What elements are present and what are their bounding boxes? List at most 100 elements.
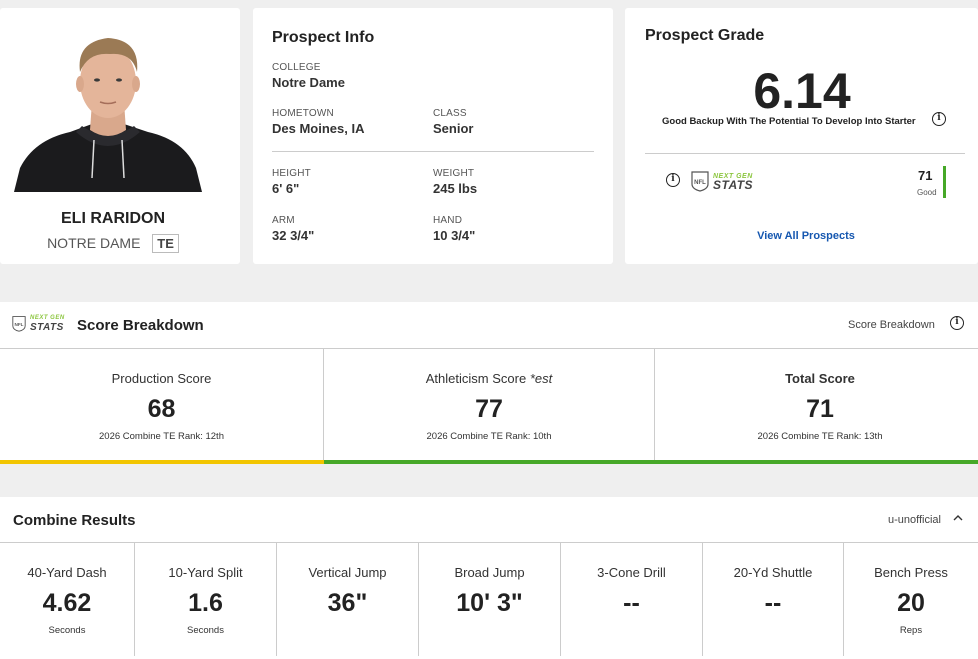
drill-40-yard-dash: 40-Yard Dash 4.62 Seconds	[0, 543, 134, 659]
drill-value: 36"	[327, 589, 368, 617]
drill-value: --	[764, 589, 782, 617]
drill-3-cone: 3-Cone Drill --	[561, 543, 702, 659]
drill-label: 40-Yard Dash	[27, 565, 107, 580]
college-value: Notre Dame	[272, 75, 345, 90]
combine-column-divider	[843, 543, 844, 656]
ngs-score-bar	[943, 166, 946, 198]
class-value: Senior	[433, 121, 474, 136]
ngs-logo-top: NEXT GEN	[30, 315, 65, 321]
score-breakdown-title: Score Breakdown	[77, 317, 204, 334]
position-badge: TE	[152, 234, 179, 253]
weight-value: 245 lbs	[433, 181, 478, 196]
hand-value: 10 3/4"	[433, 228, 476, 243]
combine-results-section: Combine Results u-unofficial 40-Yard Das…	[0, 497, 978, 659]
score-breakdown-info-icon[interactable]: i	[950, 316, 964, 330]
drill-label: 20-Yd Shuttle	[733, 565, 813, 580]
drill-20-yd-shuttle: 20-Yd Shuttle --	[703, 543, 843, 659]
drill-label: Bench Press	[874, 565, 948, 580]
ngs-logo-top: NEXT GEN	[713, 173, 753, 180]
drill-value: 1.6	[188, 589, 223, 617]
arm-label: ARM	[272, 215, 295, 226]
ngs-logo-bottom: STATS	[30, 322, 64, 333]
drill-label: Broad Jump	[454, 565, 525, 580]
production-score-value: 68	[147, 395, 176, 423]
drill-unit: Seconds	[48, 625, 86, 636]
drill-value: 10' 3"	[456, 589, 523, 617]
drill-value: 20	[897, 589, 925, 617]
ngs-logo-bottom: STATS	[713, 178, 754, 192]
score-breakdown-right-label: Score Breakdown	[848, 319, 935, 331]
arm-value: 32 3/4"	[272, 228, 315, 243]
drill-vertical-jump: Vertical Jump 36"	[277, 543, 418, 659]
athleticism-score-rank: 2026 Combine TE Rank: 10th	[426, 431, 552, 442]
class-label: CLASS	[433, 108, 467, 119]
weight-label: WEIGHT	[433, 168, 475, 179]
combine-column-divider	[418, 543, 419, 656]
grade-info-icon[interactable]: i	[932, 112, 946, 126]
svg-text:NFL: NFL	[15, 321, 24, 326]
combine-header-divider	[0, 542, 978, 543]
player-school: NOTRE DAME	[47, 235, 141, 251]
ngs-logo: NFL NEXT GEN STATS	[691, 170, 753, 192]
drill-value: --	[623, 589, 640, 617]
combine-column-divider	[702, 543, 703, 656]
athleticism-score-bar	[324, 460, 978, 464]
grade-value: 6.14	[753, 63, 851, 119]
total-score-rank: 2026 Combine TE Rank: 13th	[757, 431, 883, 442]
height-value: 6' 6"	[272, 181, 300, 196]
nfl-shield-icon: NFL	[691, 171, 709, 192]
combine-column-divider	[560, 543, 561, 656]
total-score: Total Score 71 2026 Combine TE Rank: 13t…	[655, 349, 978, 462]
score-column-divider	[654, 349, 655, 462]
view-all-prospects-link[interactable]: View All Prospects	[757, 230, 855, 242]
athleticism-score: Athleticism Score *est 77 2026 Combine T…	[324, 349, 654, 462]
prospect-grade-title: Prospect Grade	[645, 27, 765, 44]
production-score-label: Production Score	[111, 371, 212, 386]
prospect-grade-card: Prospect Grade 6.14 Good Backup With The…	[625, 8, 978, 264]
svg-text:NFL: NFL	[694, 180, 706, 186]
combine-results-title: Combine Results	[13, 512, 136, 529]
player-card: ELI RARIDON NOTRE DAME TE	[0, 8, 240, 264]
drill-label: 10-Yard Split	[168, 565, 243, 580]
grade-divider	[645, 153, 965, 154]
drill-10-yard-split: 10-Yard Split 1.6 Seconds	[135, 543, 276, 659]
ngs-score-label: Good	[917, 188, 937, 197]
drill-broad-jump: Broad Jump 10' 3"	[419, 543, 560, 659]
athleticism-score-label: Athleticism Score *est	[425, 371, 553, 386]
score-breakdown-section: NFL NEXT GEN STATS Score Breakdown Score…	[0, 302, 978, 464]
height-label: HEIGHT	[272, 168, 311, 179]
player-headshot-image	[14, 38, 202, 192]
total-score-label: Total Score	[785, 371, 855, 386]
score-column-divider	[323, 349, 324, 462]
player-photo	[14, 28, 202, 192]
combine-column-divider	[276, 543, 277, 656]
total-score-value: 71	[806, 395, 834, 423]
ngs-logo-small: NFL NEXT GEN STATS	[12, 314, 65, 333]
athleticism-score-value: 77	[475, 395, 503, 423]
ngs-score: 71	[918, 168, 933, 183]
score-header-divider	[0, 348, 978, 349]
hometown-value: Des Moines, IA	[272, 121, 365, 136]
ngs-info-icon[interactable]: i	[666, 173, 680, 187]
production-score-bar	[0, 460, 324, 464]
production-score-rank: 2026 Combine TE Rank: 12th	[99, 431, 224, 442]
prospect-info-title: Prospect Info	[272, 29, 375, 46]
athleticism-score-suffix: *est	[529, 371, 553, 386]
player-meta: NOTRE DAME TE	[0, 234, 226, 253]
hand-label: HAND	[433, 215, 463, 226]
player-name: ELI RARIDON	[61, 210, 165, 227]
unofficial-toggle[interactable]: u-unofficial	[888, 514, 941, 526]
prospect-info-card: Prospect Info COLLEGE Notre Dame HOMETOW…	[253, 8, 613, 264]
drill-unit: Reps	[899, 625, 923, 636]
college-label: COLLEGE	[272, 62, 321, 73]
grade-description: Good Backup With The Potential To Develo…	[662, 116, 916, 127]
drill-unit: Seconds	[187, 625, 224, 636]
drill-bench-press: Bench Press 20 Reps	[844, 543, 978, 659]
drill-label: 3-Cone Drill	[597, 565, 666, 580]
drill-label: Vertical Jump	[308, 565, 387, 580]
chevron-up-icon[interactable]	[952, 513, 964, 523]
drill-value: 4.62	[42, 589, 92, 617]
info-divider	[272, 151, 594, 152]
combine-column-divider	[134, 543, 135, 656]
nfl-shield-icon: NFL	[12, 315, 26, 332]
